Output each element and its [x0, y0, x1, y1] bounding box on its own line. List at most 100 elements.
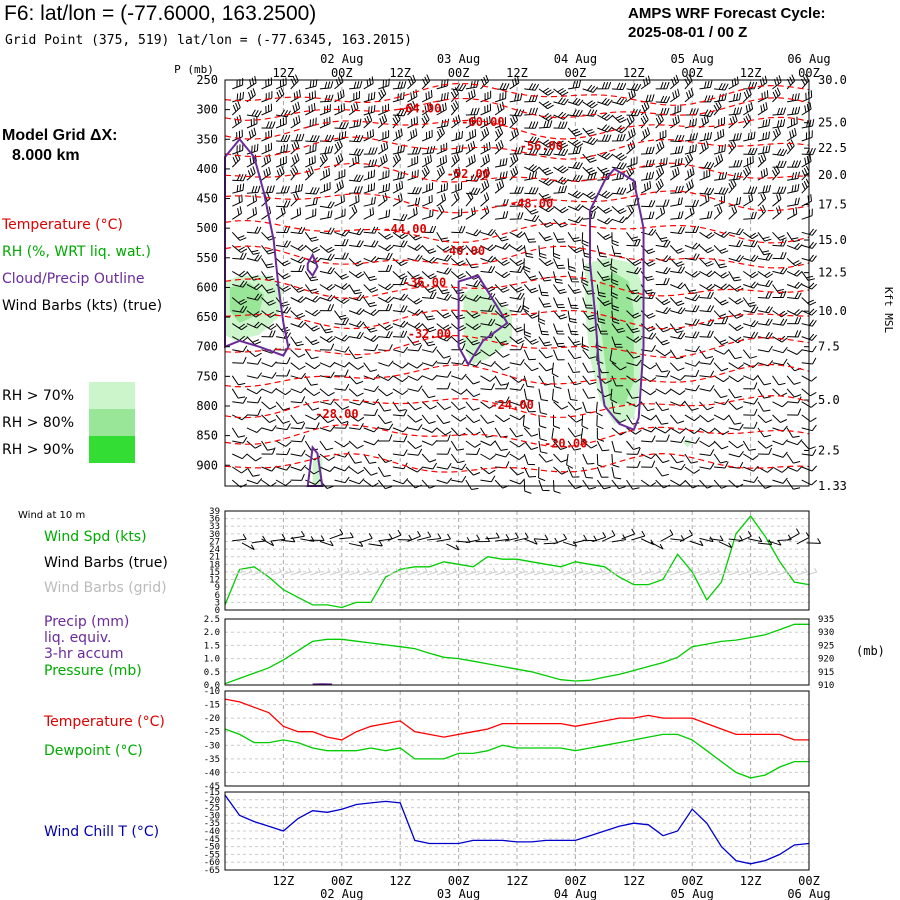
- wind-barb: [655, 178, 664, 194]
- wind-barb: [392, 293, 409, 301]
- wind-barb: [728, 228, 744, 236]
- wind-barb: [305, 79, 318, 90]
- wind-barb: [567, 258, 576, 272]
- grid-wind-barb: [650, 567, 662, 576]
- wind-barb: [670, 436, 686, 443]
- value-tick-label: -40: [204, 768, 220, 778]
- wind-barb: [670, 114, 680, 129]
- wind-barb: [538, 466, 546, 482]
- wind-barb: [597, 124, 613, 133]
- wind-barb: [421, 154, 432, 168]
- wind-barb: [407, 448, 423, 456]
- wind-barb: [334, 310, 348, 320]
- wind-barb: [728, 172, 742, 181]
- wind-barb: [450, 271, 467, 280]
- wind-barb: [290, 435, 306, 443]
- wind-barb: [757, 231, 772, 242]
- wind-barb: [684, 132, 698, 142]
- wind-barb: [523, 323, 532, 338]
- wind-barb: [480, 466, 496, 475]
- grid-wind-barb: [494, 567, 506, 576]
- wind-barb: [772, 451, 788, 458]
- wind-barb: [757, 184, 771, 194]
- wind-barb: [684, 152, 694, 168]
- wind-barb: [684, 270, 701, 278]
- wind-barb: [494, 440, 508, 451]
- wind-barb: [743, 476, 759, 483]
- grid-wind-barb: [436, 567, 448, 576]
- surface-wind-barb: [504, 532, 519, 542]
- wind-barb: [334, 476, 350, 484]
- wind-barb: [611, 133, 626, 142]
- wind-barb: [567, 414, 583, 423]
- wind-barb: [392, 170, 406, 181]
- wind-barb: [582, 453, 595, 465]
- surface-wind-barb: [368, 540, 383, 547]
- wind-barb: [595, 401, 603, 417]
- grid-wind-barb: [631, 567, 643, 576]
- isotherm: [224, 363, 810, 388]
- wind-barb: [421, 209, 434, 220]
- surface-wind-barb: [251, 535, 267, 544]
- wind-barb: [450, 100, 460, 116]
- grid-wind-barb: [533, 567, 545, 576]
- wind-barb: [538, 231, 553, 242]
- wind-barb: [465, 107, 480, 116]
- wind-barb: [655, 199, 670, 207]
- wind-barb: [611, 466, 622, 480]
- wind-barb: [421, 453, 437, 463]
- wind-barb: [567, 323, 579, 336]
- wind-barb: [670, 479, 686, 486]
- wind-barb: [480, 401, 496, 409]
- wind-barb: [772, 119, 786, 129]
- wind-barb: [611, 362, 627, 371]
- wind-barb: [669, 453, 684, 464]
- wind-barb: [407, 440, 423, 450]
- wind-barb: [304, 336, 320, 346]
- wind-barb: [786, 232, 800, 243]
- wind-barb: [551, 427, 559, 443]
- wind-barb: [349, 423, 364, 430]
- wind-barb: [596, 166, 612, 176]
- wind-barb: [290, 396, 306, 404]
- wind-barb: [538, 192, 553, 202]
- wind-barb: [450, 401, 466, 411]
- wind-barb: [655, 277, 670, 286]
- wind-barb: [801, 401, 818, 408]
- wind-barb: [684, 369, 700, 377]
- wind-barb: [232, 206, 242, 220]
- wind-barb: [655, 427, 672, 434]
- wind-barb: [743, 421, 758, 429]
- wind-barb: [392, 449, 408, 457]
- value-tick-label: -35: [204, 755, 220, 765]
- wind-barb: [231, 231, 247, 241]
- wind-barb: [553, 480, 561, 494]
- wind-barb: [743, 147, 758, 155]
- wind-barb: [392, 240, 408, 248]
- wind-barb: [494, 231, 509, 242]
- wind-barb: [421, 310, 435, 321]
- wind-barb: [334, 369, 349, 377]
- wind-barb: [407, 362, 423, 369]
- wind-barb: [509, 466, 524, 476]
- grid-wind-barb: [738, 567, 750, 576]
- height-tick-label: 5.0: [818, 393, 840, 407]
- cloud-outline: [589, 167, 645, 431]
- grid-wind-barb: [348, 567, 360, 576]
- isotherm: [224, 136, 810, 160]
- value-tick-label: 18: [209, 560, 220, 570]
- wind-barb: [319, 210, 333, 220]
- wind-barb: [626, 127, 636, 142]
- wind-barb: [757, 279, 773, 288]
- wind-barb: [465, 479, 479, 490]
- surface-wind-barb: [533, 534, 549, 541]
- wind-barb: [786, 309, 803, 316]
- wind-barb: [480, 453, 496, 460]
- wind-barb: [553, 148, 569, 156]
- wind-barb: [421, 90, 433, 103]
- wind-barb: [232, 305, 248, 313]
- wind-barb: [392, 330, 408, 338]
- wind-barb: [772, 252, 787, 260]
- chart-title: F6: lat/lon = (-77.6000, 163.2500): [4, 2, 317, 25]
- wind-barb: [319, 152, 328, 168]
